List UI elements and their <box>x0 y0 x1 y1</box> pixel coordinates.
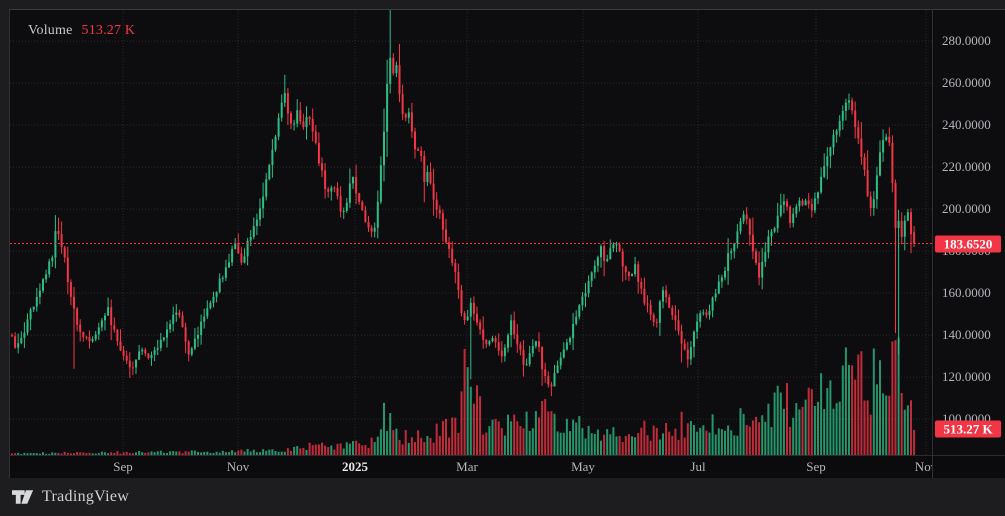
time-label: Nov <box>914 459 932 474</box>
price-tick-label: 140.0000 <box>942 327 991 343</box>
price-tick-label: 220.0000 <box>942 159 991 175</box>
tradingview-logo-icon <box>12 490 34 504</box>
tradingview-logo-text: TradingView <box>42 488 130 505</box>
price-axis[interactable]: 183.6520 513.27 K 280.0000 260.0000 240.00… <box>932 9 1005 455</box>
tradingview-logo-link[interactable]: TradingView <box>12 487 129 507</box>
last-price-badge: 183.6520 <box>935 235 1001 252</box>
price-tick-label: 160.0000 <box>942 285 991 301</box>
price-tick-label: 120.0000 <box>942 369 991 385</box>
volume-value-badge: 513.27 K <box>935 420 1001 438</box>
footer: TradingView <box>0 478 1005 516</box>
time-label: Sep <box>806 459 826 474</box>
time-label: Jul <box>690 459 706 474</box>
volume-bars <box>11 337 916 455</box>
price-tick-label: 240.0000 <box>942 117 991 133</box>
time-label-year: 2025 <box>342 459 368 474</box>
time-label: May <box>571 459 595 474</box>
chart-pane[interactable]: Volume 513.27 K <box>9 9 932 455</box>
time-label: Mar <box>456 459 478 474</box>
volume-legend-label: Volume <box>28 23 73 38</box>
axis-corner <box>932 455 1005 478</box>
candlesticks <box>11 10 916 397</box>
price-tick-label: 260.0000 <box>942 75 991 91</box>
volume-legend-value: 513.27 K <box>81 23 136 38</box>
time-axis[interactable]: Sep Nov 2025 Mar May Jul Sep Nov <box>9 455 932 478</box>
window-margin-left <box>0 0 9 478</box>
price-tick-label: 280.0000 <box>942 33 991 49</box>
candlestick-chart <box>10 10 932 455</box>
gridlines <box>10 10 932 455</box>
volume-legend[interactable]: Volume 513.27 K <box>28 23 135 39</box>
time-label: Sep <box>113 459 133 474</box>
time-label: Nov <box>226 459 250 474</box>
price-tick-label: 200.0000 <box>942 201 991 217</box>
window-margin-top <box>0 0 1005 9</box>
